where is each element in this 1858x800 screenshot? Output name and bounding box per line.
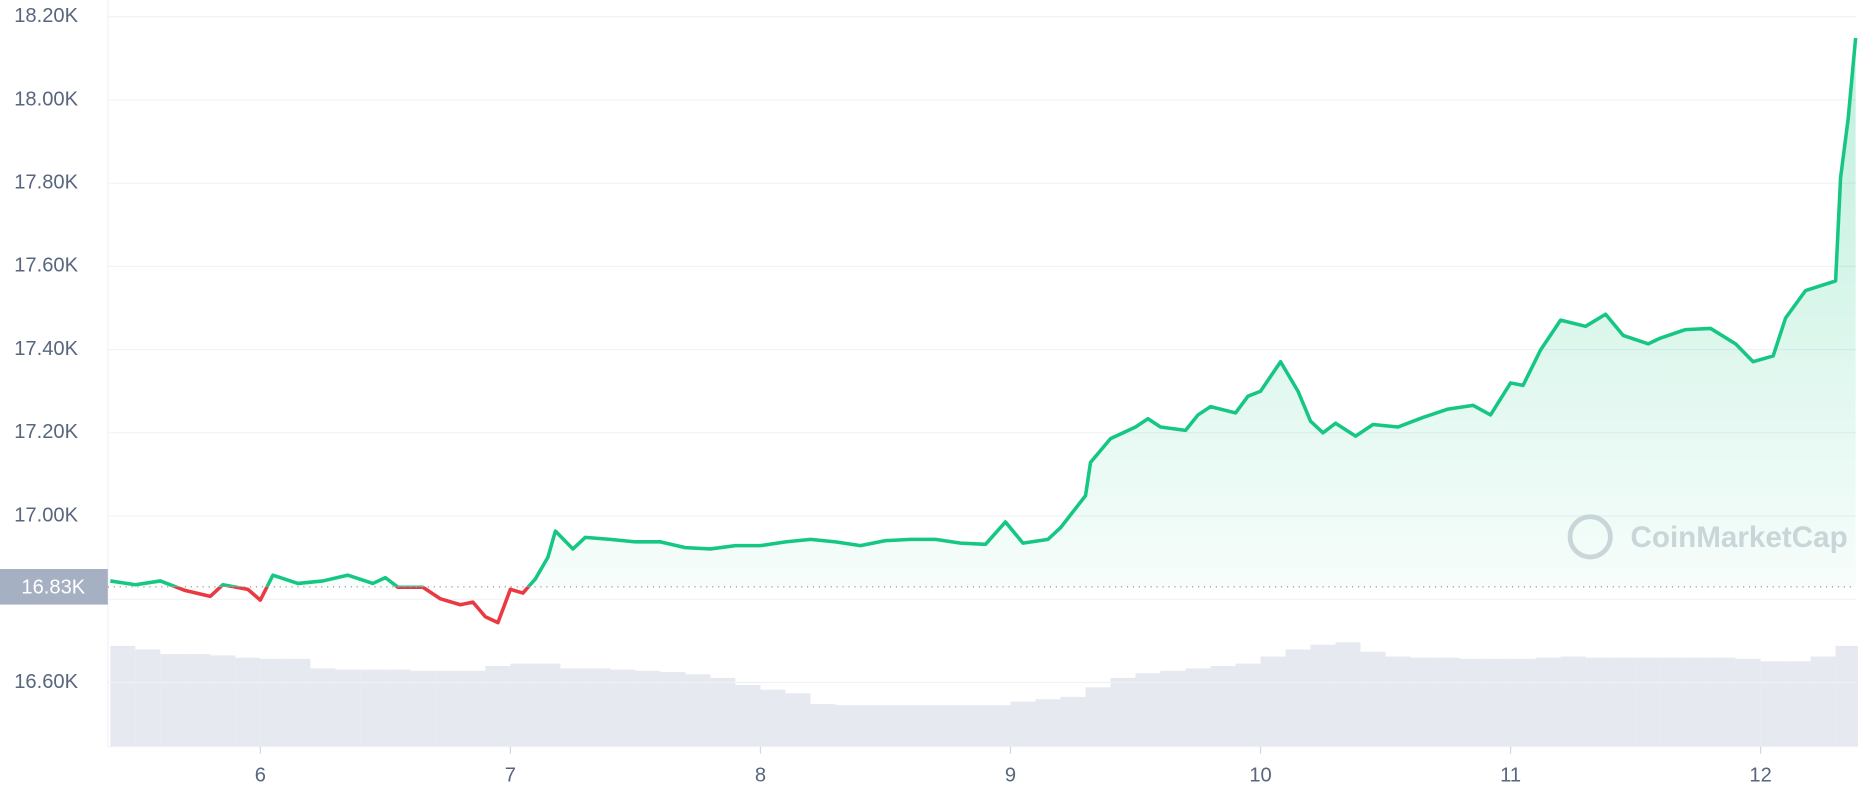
volume-bar	[1535, 657, 1561, 747]
volume-bar	[1635, 657, 1661, 747]
volume-bar	[285, 658, 311, 747]
volume-bar	[1610, 657, 1636, 747]
volume-bar	[485, 666, 511, 747]
volume-bar	[760, 689, 786, 747]
x-tick-label: 10	[1249, 765, 1271, 787]
volume-bar	[660, 671, 686, 747]
y-tick-label: 16.60K	[14, 671, 78, 693]
volume-bar	[1010, 701, 1036, 747]
volume-bar	[585, 668, 611, 747]
label-layer: 16.83K	[0, 569, 1856, 605]
y-tick-label: 17.00K	[14, 504, 78, 526]
volume-bar	[1085, 687, 1111, 747]
volume-bar	[310, 668, 336, 747]
volume-bar	[1560, 656, 1586, 747]
volume-bar	[810, 703, 836, 747]
volume-bar	[260, 658, 286, 747]
volume-bar	[835, 705, 861, 747]
volume-bar	[1485, 658, 1511, 747]
volume-bar	[1460, 658, 1486, 747]
volume-bar	[860, 705, 886, 747]
volume-bar	[1235, 663, 1261, 747]
volume-bar	[435, 670, 461, 747]
y-tick-label: 18.00K	[14, 88, 78, 110]
volume-bar	[1060, 696, 1086, 747]
volume-bar	[1410, 657, 1436, 747]
volume-bar	[1110, 677, 1136, 747]
y-tick-label: 17.80K	[14, 171, 78, 193]
volume-bar	[1335, 642, 1361, 747]
y-tick-label: 18.20K	[14, 5, 78, 27]
volume-bar	[610, 669, 636, 747]
x-tick-label: 6	[255, 765, 266, 787]
y-tick-label: 17.60K	[14, 255, 78, 277]
volume-bar	[1310, 644, 1336, 747]
volume-bar	[1735, 658, 1761, 747]
x-tick-label: 12	[1749, 765, 1771, 787]
volume-bar	[1260, 656, 1286, 747]
volume-bar	[110, 645, 136, 747]
volume-bar	[1210, 666, 1236, 747]
volume-bar	[410, 670, 436, 747]
volume-bar	[235, 657, 261, 747]
volume-bar	[185, 654, 211, 747]
volume-bar	[1135, 673, 1161, 747]
volume-bar	[960, 705, 986, 747]
volume-bar	[635, 670, 661, 747]
y-tick-label: 17.40K	[14, 338, 78, 360]
x-tick-label: 11	[1500, 765, 1521, 787]
volume-bar	[935, 705, 961, 747]
volume-bar	[1660, 657, 1686, 747]
volume-bar	[1160, 670, 1186, 747]
volume-bar	[385, 669, 411, 747]
volume-bar	[1585, 657, 1611, 747]
volume-layer	[110, 642, 1858, 747]
volume-bar	[460, 670, 486, 747]
volume-bar	[1835, 645, 1858, 747]
volume-bar	[1285, 649, 1311, 747]
reference-label: 16.83K	[21, 576, 85, 598]
volume-bar	[160, 654, 186, 747]
volume-bar	[1710, 657, 1736, 747]
price-line-below	[170, 586, 531, 625]
volume-bar	[1185, 668, 1211, 747]
volume-bar	[710, 677, 736, 747]
volume-bar	[510, 663, 536, 747]
volume-bar	[1685, 657, 1711, 747]
x-tick-label: 8	[755, 765, 766, 787]
volume-bar	[735, 684, 761, 747]
volume-bar	[1385, 656, 1411, 747]
plot-layer	[110, 37, 1858, 625]
reference-box	[0, 569, 108, 605]
volume-bar	[1810, 656, 1836, 747]
volume-bar	[560, 668, 586, 747]
y-tick-label: 17.20K	[14, 421, 78, 443]
volume-bar	[1760, 661, 1786, 747]
volume-bar	[985, 705, 1011, 747]
volume-bar	[335, 669, 361, 747]
volume-bar	[1785, 661, 1811, 747]
volume-bar	[1360, 651, 1386, 747]
price-area	[110, 37, 1856, 587]
volume-bar	[1510, 658, 1536, 747]
volume-bar	[210, 655, 236, 747]
volume-bar	[135, 649, 161, 747]
volume-bar	[1035, 699, 1061, 747]
volume-bar	[1435, 657, 1461, 747]
volume-bar	[535, 663, 561, 747]
x-tick-label: 7	[505, 765, 516, 787]
price-line	[110, 37, 1858, 587]
x-tick-label: 9	[1005, 765, 1016, 787]
volume-bar	[785, 693, 811, 747]
volume-bar	[360, 669, 386, 747]
volume-bar	[885, 705, 911, 747]
volume-bar	[910, 705, 936, 747]
volume-bar	[685, 674, 711, 747]
